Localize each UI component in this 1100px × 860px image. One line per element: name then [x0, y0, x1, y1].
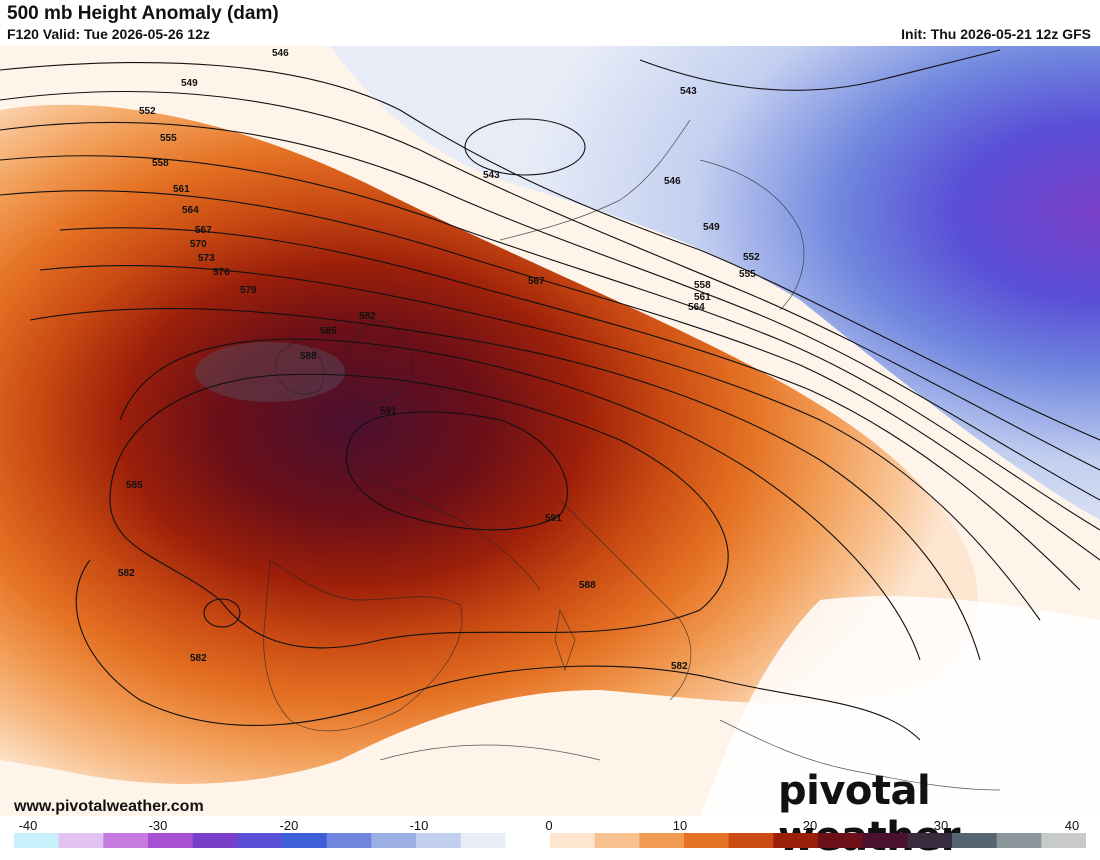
colorbar-swatch [282, 833, 328, 848]
colorbar-tick-label: 30 [933, 818, 949, 833]
warm-anomaly-region [0, 104, 978, 784]
colorbar-swatch [773, 833, 819, 848]
colorbar-swatch [550, 833, 596, 848]
contour-label: 543 [680, 86, 697, 97]
colorbar [14, 833, 1086, 848]
coastlines [263, 119, 1001, 791]
colorbar-tick-label: 0 [545, 818, 553, 833]
anomaly-map: 546 549 552 555 558 561 564 567 570 573 … [0, 46, 1100, 816]
colorbar-swatch [907, 833, 953, 848]
colorbar-swatch [192, 833, 238, 848]
contour-labels: 546 549 552 555 558 561 564 567 570 573 … [118, 48, 760, 672]
contour-label: 585 [126, 480, 143, 491]
contour-label: 561 [694, 292, 711, 303]
cold-anomaly-region [330, 46, 1100, 520]
header: 500 mb Height Anomaly (dam) F120 Valid: … [0, 0, 1100, 46]
colorbar-labels: -40 -30 -20 -10 0 10 20 30 40 [0, 818, 1100, 833]
contour-label: 552 [139, 106, 156, 117]
colorbar-swatch [728, 833, 774, 848]
contour-label: 552 [743, 252, 760, 263]
contour-label: 567 [528, 276, 545, 287]
colorbar-swatch [862, 833, 908, 848]
contour-label: 582 [671, 661, 688, 672]
colorbar-tick-label: -10 [409, 818, 429, 833]
colorbar-swatch [460, 833, 506, 848]
colorbar-tick-label: 20 [802, 818, 818, 833]
colorbar-swatch [1041, 833, 1086, 848]
colorbar-swatch [103, 833, 149, 848]
core-maximum [195, 342, 345, 402]
colorbar-tick-label: -30 [148, 818, 168, 833]
colorbar-swatch [58, 833, 104, 848]
height-contours [0, 49, 1100, 741]
colorbar-swatch [952, 833, 998, 848]
neutral-region [700, 596, 1100, 816]
colorbar-swatch [371, 833, 417, 848]
colorbar-swatch [416, 833, 462, 848]
contour-label: 570 [190, 239, 207, 250]
contour-label: 585 [320, 326, 337, 337]
contour-label: 555 [739, 269, 756, 280]
contour-label: 567 [195, 225, 212, 236]
contour-label: 546 [664, 176, 681, 187]
map-title: 500 mb Height Anomaly (dam) [7, 3, 279, 24]
contour-label: 561 [173, 184, 190, 195]
contour-label: 576 [213, 267, 230, 278]
colorbar-swatch [505, 833, 551, 848]
colorbar-tick-label: 40 [1064, 818, 1080, 833]
colorbar-swatch [237, 833, 283, 848]
colorbar-tick-label: 10 [672, 818, 688, 833]
colorbar-tick-label: -40 [18, 818, 38, 833]
contour-label: 558 [694, 280, 711, 291]
valid-time: F120 Valid: Tue 2026-05-26 12z [7, 26, 210, 42]
contour-label: 549 [181, 78, 198, 89]
map-canvas: 546 549 552 555 558 561 564 567 570 573 … [0, 46, 1100, 816]
colorbar-swatch [594, 833, 640, 848]
contour-label: 579 [240, 285, 257, 296]
colorbar-swatch [996, 833, 1042, 848]
colorbar-tick-label: -20 [279, 818, 299, 833]
contour-label: 582 [118, 568, 135, 579]
contour-label: 555 [160, 133, 177, 144]
contour-label: 564 [688, 302, 705, 313]
contour-label: 543 [483, 170, 500, 181]
contour-label: 582 [190, 653, 207, 664]
contour-label: 588 [300, 351, 317, 362]
contour-label: 591 [545, 513, 562, 524]
contour-label: 549 [703, 222, 720, 233]
contour-label: 588 [579, 580, 596, 591]
contour-label: 591 [380, 406, 397, 417]
contour-label: 546 [272, 48, 289, 59]
colorbar-swatch [14, 833, 60, 848]
colorbar-swatch [639, 833, 685, 848]
contour-label: 573 [198, 253, 215, 264]
website-watermark: www.pivotalweather.com [14, 798, 204, 815]
contour-label: 582 [359, 311, 376, 322]
init-time: Init: Thu 2026-05-21 12z GFS [901, 26, 1091, 42]
contour-label: 558 [152, 158, 169, 169]
contour-label: 564 [182, 205, 199, 216]
colorbar-swatch [326, 833, 372, 848]
colorbar-swatch [684, 833, 730, 848]
colorbar-swatch [818, 833, 864, 848]
colorbar-swatch [148, 833, 194, 848]
